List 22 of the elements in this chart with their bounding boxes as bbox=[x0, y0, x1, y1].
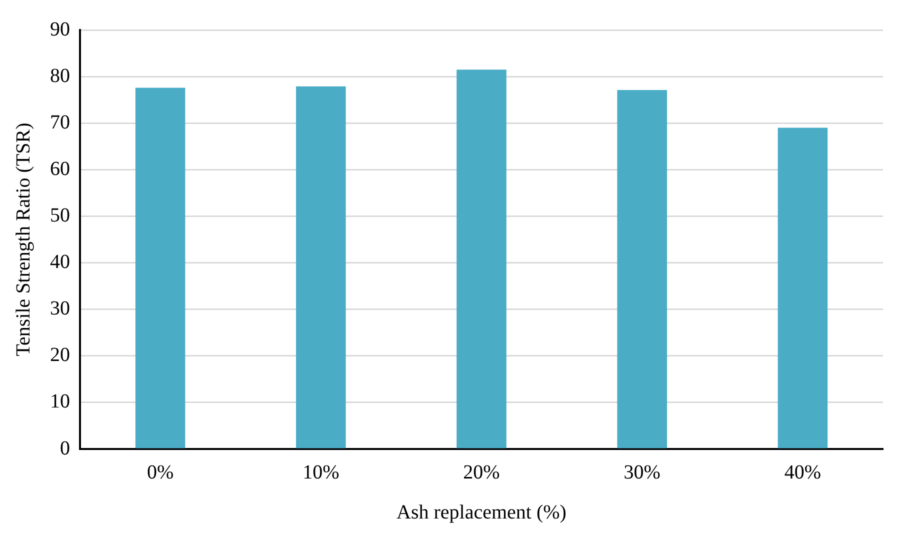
bar bbox=[617, 90, 667, 448]
bar bbox=[296, 86, 346, 448]
y-tick-label: 20 bbox=[50, 344, 70, 366]
x-tick-label: 40% bbox=[784, 461, 822, 484]
bar bbox=[135, 88, 186, 448]
bar bbox=[456, 70, 506, 448]
y-tick-label: 0 bbox=[60, 437, 70, 460]
y-tick-label: 50 bbox=[50, 204, 70, 226]
x-tick-label: 0% bbox=[146, 461, 174, 484]
x-axis-title: Ash replacement (%) bbox=[396, 501, 566, 524]
y-tick-label: 30 bbox=[50, 298, 70, 320]
x-tick-label: 30% bbox=[624, 461, 660, 484]
y-tick-label: 70 bbox=[50, 111, 70, 134]
x-tick-label: 20% bbox=[463, 461, 500, 484]
y-tick-label: 60 bbox=[50, 158, 70, 180]
y-tick-label: 40 bbox=[50, 251, 70, 274]
y-axis-title: Tensile Strength Ratio (TSR) bbox=[12, 122, 34, 356]
x-tick-label: 10% bbox=[302, 461, 340, 484]
y-tick-label: 10 bbox=[50, 390, 70, 413]
y-tick-label: 80 bbox=[50, 64, 70, 87]
bar bbox=[778, 128, 828, 448]
y-tick-label: 90 bbox=[50, 18, 70, 40]
